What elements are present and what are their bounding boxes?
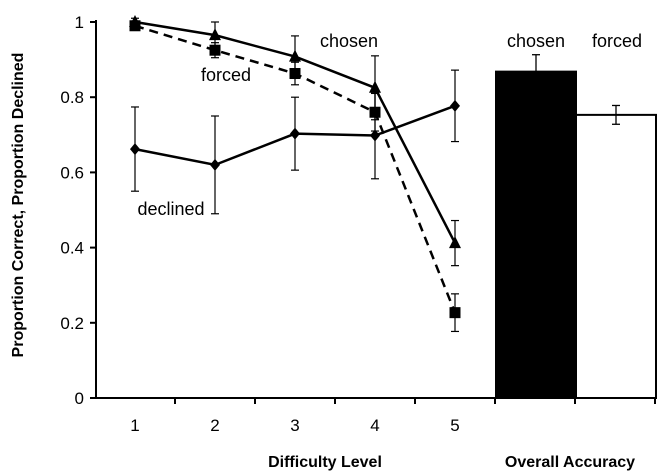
data-point [369,80,381,93]
series-label-chosen: chosen [320,31,378,51]
data-point [449,307,461,319]
bar-forced [575,113,657,399]
data-point [450,99,460,112]
series-layer: chosen forced declined [129,15,461,333]
y-tick-label: 0.2 [60,314,84,333]
y-tick-label: 0.6 [60,163,84,182]
x-tick-label: 5 [450,416,459,435]
y-tick-label: 1 [75,13,84,32]
axes: 0 0.2 0.4 0.6 0.8 1 1 2 3 4 5 [60,13,656,435]
data-point [370,129,380,142]
x-tick-label: 3 [290,416,299,435]
data-point [209,28,221,41]
y-tick-label: 0.8 [60,88,84,107]
data-point [209,44,221,56]
bar-label-forced: forced [592,31,642,51]
series-label-forced: forced [201,65,251,85]
y-tick-label: 0.4 [60,239,84,258]
data-point [449,236,461,249]
y-tick-label: 0 [75,389,84,408]
data-point [129,15,141,27]
data-point [210,158,220,171]
x-tick-label: 1 [130,416,139,435]
bar-panel: chosen forced [495,31,657,400]
data-point [290,127,300,140]
x-tick-label: 2 [210,416,219,435]
y-axis-label: Proportion Correct, Proportion Declined [10,53,27,358]
bar-panel-label: Overall Accuracy [505,454,635,471]
series-chosen [129,15,461,267]
x-tick-label: 4 [370,416,379,435]
series-declined [130,69,460,215]
x-axis-label: Difficulty Level [268,454,382,471]
bar-chosen [495,70,577,400]
data-point [289,49,301,62]
series-label-declined: declined [137,199,204,219]
data-point [130,143,140,156]
bar-label-chosen: chosen [507,31,565,51]
